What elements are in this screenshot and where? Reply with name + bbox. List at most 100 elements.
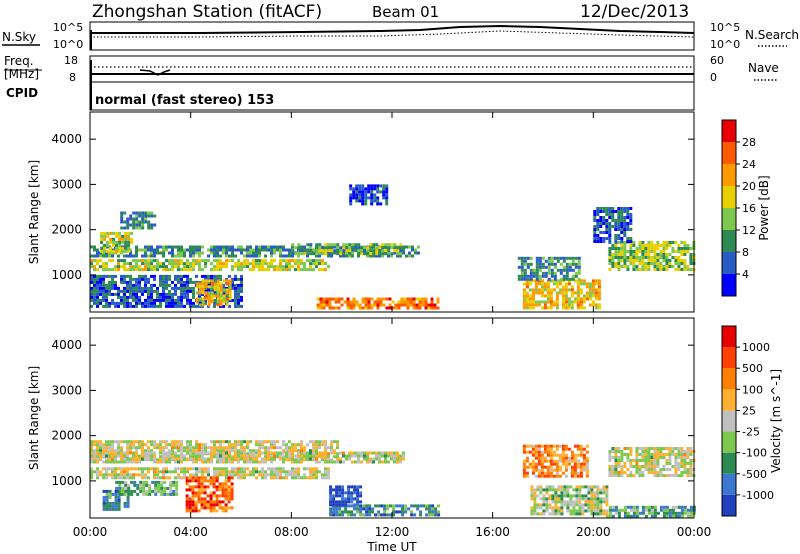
- data-cell: [213, 301, 216, 305]
- data-cell: [555, 297, 559, 301]
- data-cell: [171, 443, 174, 447]
- data-cell: [333, 451, 336, 455]
- data-cell: [114, 492, 118, 496]
- data-cell: [680, 508, 684, 512]
- data-cell: [329, 510, 333, 514]
- data-cell: [641, 505, 645, 509]
- data-cell: [315, 476, 318, 480]
- data-cell: [273, 473, 276, 477]
- data-cell: [186, 295, 189, 299]
- data-cell: [561, 459, 565, 463]
- data-cell: [180, 440, 183, 444]
- data-cell: [544, 271, 548, 275]
- data-cell: [318, 446, 321, 450]
- data-cell: [147, 292, 150, 296]
- data-cell: [150, 451, 153, 455]
- data-cell: [572, 494, 576, 498]
- data-cell: [540, 444, 544, 448]
- data-cell: [222, 460, 225, 464]
- data-cell: [370, 196, 374, 200]
- data-cell: [204, 460, 207, 464]
- data-cell: [171, 286, 174, 290]
- data-cell: [555, 471, 559, 475]
- data-cell: [309, 454, 312, 458]
- data-cell: [659, 468, 663, 471]
- data-cell: [209, 491, 213, 495]
- data-cell: [162, 277, 165, 281]
- data-cell: [240, 443, 243, 447]
- data-cell: [632, 259, 636, 262]
- data-cell: [623, 216, 627, 219]
- data-cell: [531, 294, 535, 298]
- data-cell: [135, 457, 138, 461]
- data-cell: [605, 222, 609, 225]
- data-cell: [350, 485, 354, 489]
- data-cell: [147, 223, 151, 227]
- data-cell: [417, 251, 420, 255]
- data-cell: [361, 196, 365, 200]
- data-cell: [288, 259, 291, 263]
- data-cell: [237, 473, 240, 477]
- data-cell: [689, 459, 693, 462]
- data-cell: [108, 440, 111, 444]
- data-cell: [358, 306, 362, 310]
- data-cell: [102, 460, 105, 464]
- data-cell: [115, 480, 119, 484]
- data-cell: [399, 457, 402, 461]
- data-cell: [237, 454, 240, 458]
- data-cell: [108, 280, 111, 284]
- data-cell: [528, 279, 532, 283]
- data-cell: [237, 283, 240, 287]
- data-cell: [180, 286, 183, 290]
- data-cell: [378, 249, 382, 253]
- data-cell: [213, 449, 216, 453]
- data-cell: [407, 507, 411, 511]
- data-cell: [629, 219, 633, 222]
- data-cell: [210, 297, 214, 301]
- data-cell: [623, 505, 627, 509]
- data-cell: [111, 268, 114, 272]
- data-cell: [288, 452, 291, 456]
- freq-panel: Freq. [MHz] 18 8 60 0 Nave: [4, 54, 779, 84]
- data-cell: [686, 468, 690, 471]
- data-cell: [653, 514, 657, 518]
- data-cell: [564, 465, 568, 469]
- data-cell: [424, 303, 428, 307]
- data-cell: [544, 259, 548, 263]
- data-cell: [620, 471, 624, 474]
- data-cell: [219, 454, 222, 458]
- data-cell: [641, 241, 645, 244]
- data-cell: [174, 457, 177, 461]
- data-cell: [115, 486, 119, 490]
- data-cell: [528, 297, 532, 301]
- data-cell: [338, 485, 342, 489]
- data-cell: [221, 494, 225, 498]
- data-cell: [221, 509, 225, 513]
- data-cell: [611, 247, 615, 250]
- x-tick-label: 00:00: [677, 525, 712, 539]
- data-cell: [593, 210, 597, 213]
- data-cell: [123, 492, 127, 496]
- data-cell: [545, 506, 549, 510]
- data-cell: [348, 252, 352, 256]
- data-cell: [264, 262, 267, 266]
- data-cell: [234, 301, 237, 305]
- data-cell: [147, 220, 151, 224]
- data-cell: [383, 504, 387, 508]
- data-cell: [102, 473, 105, 477]
- data-cell: [638, 244, 642, 247]
- data-cell: [336, 460, 339, 464]
- data-cell: [399, 248, 402, 252]
- data-cell: [538, 259, 542, 263]
- y-tick-label: 1000: [51, 474, 82, 488]
- data-cell: [183, 304, 186, 308]
- data-cell: [550, 271, 554, 275]
- data-cell: [522, 468, 526, 472]
- data-cell: [288, 268, 291, 272]
- data-cell: [430, 300, 434, 304]
- data-cell: [569, 500, 573, 504]
- data-cell: [683, 247, 687, 250]
- data-cell: [683, 511, 687, 515]
- data-cell: [297, 460, 300, 464]
- data-cell: [221, 488, 225, 492]
